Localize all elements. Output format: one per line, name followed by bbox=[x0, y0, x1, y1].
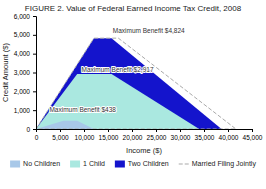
tick-mark bbox=[228, 129, 229, 132]
tick: 20,000 bbox=[123, 129, 143, 141]
tick: 40,000 bbox=[219, 129, 239, 141]
legend-swatch bbox=[179, 163, 189, 164]
tick-label: 15,000 bbox=[99, 134, 119, 141]
tick: 10,000 bbox=[75, 129, 95, 141]
tick-mark bbox=[156, 129, 157, 132]
area bbox=[36, 121, 94, 129]
tick-label: 4,000 bbox=[14, 50, 31, 57]
tick-label: 2,000 bbox=[14, 88, 31, 95]
legend-item: 1 Child bbox=[70, 160, 105, 167]
tick: 3,000 bbox=[14, 69, 36, 76]
tick: 5,000 bbox=[14, 31, 36, 38]
tick-mark bbox=[180, 129, 181, 132]
area bbox=[36, 38, 222, 129]
tick: 6,000 bbox=[14, 13, 36, 20]
tick-mark bbox=[252, 129, 253, 132]
tick-mark bbox=[204, 129, 205, 132]
tick-mark bbox=[33, 110, 36, 111]
tick-label: 45,000 bbox=[243, 134, 263, 141]
tick-label: 0 bbox=[35, 134, 39, 141]
legend-swatch bbox=[70, 161, 80, 168]
tick: 5,000 bbox=[52, 129, 69, 141]
title: FIGURE 2. Value of Federal Earned Income… bbox=[25, 4, 242, 13]
legend-item: Married Filing Jointly bbox=[179, 160, 257, 168]
tick: 4,000 bbox=[14, 50, 36, 57]
tick: 35,000 bbox=[195, 129, 215, 141]
legend-label: 1 Child bbox=[83, 160, 105, 167]
tick-label: 5,000 bbox=[52, 134, 69, 141]
line bbox=[36, 38, 236, 129]
legend-label: Married Filing Jointly bbox=[192, 160, 257, 168]
tick-mark bbox=[33, 16, 36, 17]
annotations: Maximum Benefit $4,824 Maximum Benefit $2… bbox=[49, 27, 185, 113]
tick-label: 30,000 bbox=[171, 134, 191, 141]
axis-line bbox=[37, 130, 253, 133]
legend: No Children 1 Child Two Children Married Fi… bbox=[10, 160, 256, 168]
chart: 0 5,000 10,000 15,000 20,000 25,000 30,000 35,0… bbox=[0, 0, 266, 189]
legend-swatch bbox=[10, 161, 20, 168]
tick: 0 bbox=[35, 129, 39, 141]
tick-mark bbox=[33, 91, 36, 92]
tick-mark bbox=[33, 73, 36, 74]
tick: 25,000 bbox=[147, 129, 167, 141]
tick-label: 40,000 bbox=[219, 134, 239, 141]
marks bbox=[36, 38, 236, 129]
annotation: Maximum Benefit $438 bbox=[49, 106, 116, 113]
tick-mark bbox=[33, 35, 36, 36]
x-axis: 0 5,000 10,000 15,000 20,000 25,000 30,000 35,0… bbox=[35, 129, 263, 141]
tick-label: 6,000 bbox=[14, 13, 31, 20]
legend-item: Two Children bbox=[115, 160, 169, 167]
tick-label: 0 bbox=[26, 126, 30, 133]
axis-line bbox=[33, 17, 37, 130]
annotation: Maximum Benefit $4,824 bbox=[113, 27, 185, 34]
y-axis: 0 1,000 2,000 3,000 4,000 5,000 6,000 bbox=[14, 13, 37, 133]
legend-item: No Children bbox=[10, 160, 60, 167]
legend-label: No Children bbox=[23, 160, 60, 167]
tick-mark bbox=[84, 129, 85, 132]
tick: 15,000 bbox=[99, 129, 119, 141]
tick-label: 25,000 bbox=[147, 134, 167, 141]
tick-label: 35,000 bbox=[195, 134, 215, 141]
legend-label: Two Children bbox=[128, 160, 169, 167]
tick-label: 1,000 bbox=[14, 107, 31, 114]
legend-swatch bbox=[115, 161, 125, 168]
tick-mark bbox=[60, 129, 61, 132]
tick-mark bbox=[33, 129, 36, 130]
tick-label: 20,000 bbox=[123, 134, 143, 141]
tick-mark bbox=[33, 54, 36, 55]
tick: 2,000 bbox=[14, 88, 36, 95]
area bbox=[36, 74, 199, 129]
x-axis-title: Income ($) bbox=[126, 146, 162, 155]
tick-mark bbox=[108, 129, 109, 132]
y-axis-title: Credit Amount ($) bbox=[1, 43, 10, 102]
plot: 0 5,000 10,000 15,000 20,000 25,000 30,000 35,0… bbox=[14, 13, 263, 141]
annotation: Maximum Benefit $2,917 bbox=[82, 66, 154, 73]
tick-label: 5,000 bbox=[14, 31, 31, 38]
tick: 1,000 bbox=[14, 107, 36, 114]
tick: 0 bbox=[26, 126, 36, 133]
tick: 45,000 bbox=[243, 129, 263, 141]
tick-mark bbox=[132, 129, 133, 132]
tick-label: 3,000 bbox=[14, 69, 31, 76]
tick-label: 10,000 bbox=[75, 134, 95, 141]
tick: 30,000 bbox=[171, 129, 191, 141]
